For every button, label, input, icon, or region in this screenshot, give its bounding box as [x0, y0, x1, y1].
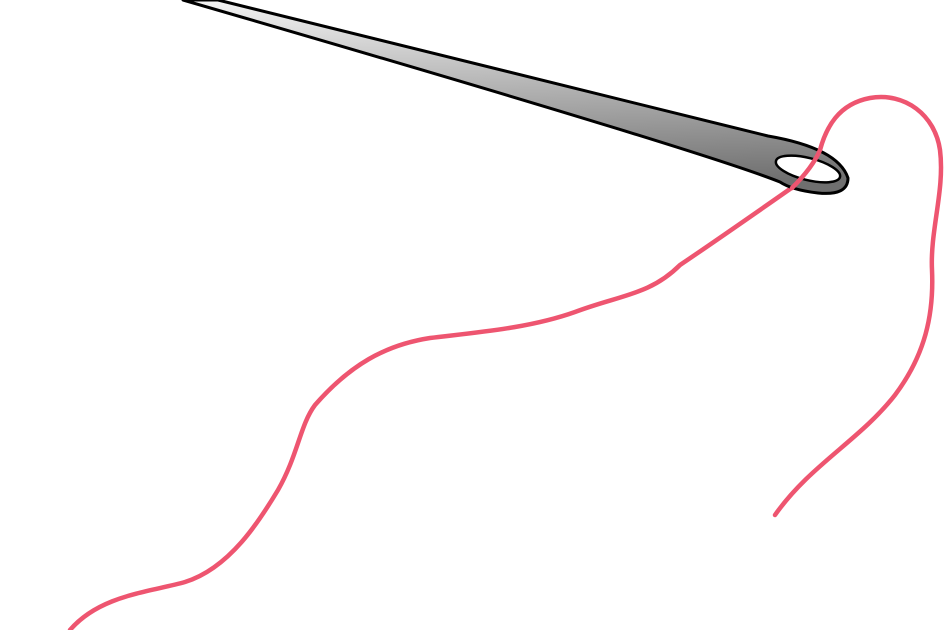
needle: [181, 0, 850, 195]
thread-back: [67, 179, 803, 630]
thread-front: [772, 94, 944, 518]
